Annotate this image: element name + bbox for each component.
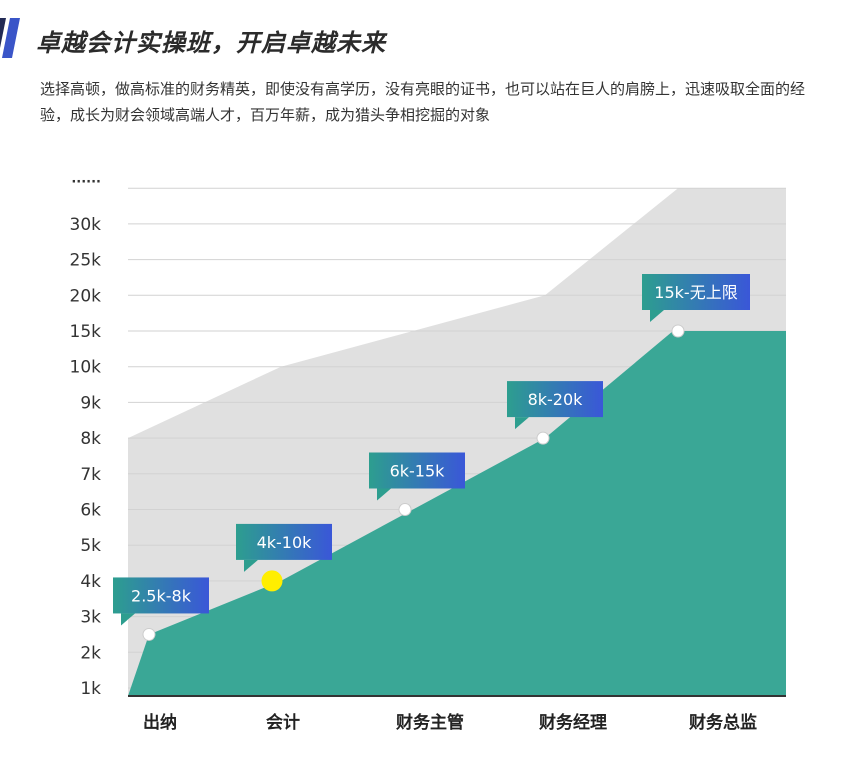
y-axis-ticks: 1k 2k 3k 4k 5k 6k 7k 8k 9k 10k 15k 20k 25k 30k ······ xyxy=(70,175,102,699)
x-category-label: 会计 xyxy=(266,712,300,733)
y-tick-label: 2k xyxy=(80,643,101,663)
y-tick-label: 4k xyxy=(80,572,101,592)
page-title: 卓越会计实操班，开启卓越未来 xyxy=(36,29,386,57)
data-point xyxy=(536,431,550,445)
y-tick-label: 20k xyxy=(70,286,102,306)
data-label-text: 4k-10k xyxy=(257,533,313,552)
y-tick-label: 6k xyxy=(80,501,101,521)
y-tick-label: 9k xyxy=(80,393,101,413)
data-labels-layer: 2.5k-8k 4k-10k 6k-15k 8k-20k 15k-无上限 xyxy=(113,274,750,626)
data-point xyxy=(398,503,412,516)
y-tick-label: 5k xyxy=(80,536,101,556)
data-label: 2.5k-8k xyxy=(113,577,209,626)
data-point xyxy=(142,627,156,641)
data-point xyxy=(261,570,283,592)
y-tick-label: 1k xyxy=(80,679,101,699)
data-point xyxy=(671,324,685,338)
x-category-label: 财务主管 xyxy=(395,712,464,733)
salary-area xyxy=(128,331,786,696)
x-category-label: 财务经理 xyxy=(538,712,607,733)
y-tick-label: 7k xyxy=(80,465,101,485)
data-label-pointer xyxy=(377,488,391,501)
data-points-layer xyxy=(142,324,685,641)
y-tick-label: ······ xyxy=(71,175,101,190)
x-axis-labels: 出纳 会计 财务主管 财务经理 财务总监 xyxy=(143,712,757,733)
data-label-text: 8k-20k xyxy=(528,390,584,409)
x-category-label: 出纳 xyxy=(143,712,177,733)
y-tick-label: 8k xyxy=(80,429,101,449)
page-description: 选择高顿，做高标准的财务精英，即使没有高学历，没有亮眼的证书，也可以站在巨人的肩… xyxy=(40,80,806,124)
data-label-text: 2.5k-8k xyxy=(131,586,192,605)
x-category-label: 财务总监 xyxy=(688,712,757,733)
data-label-text: 6k-15k xyxy=(390,462,446,481)
title-bar: 卓越会计实操班，开启卓越未来 xyxy=(0,18,852,62)
y-tick-label: 25k xyxy=(70,251,102,271)
data-label: 15k-无上限 xyxy=(642,274,750,322)
data-label-pointer xyxy=(650,310,664,322)
area-layer xyxy=(128,331,786,697)
data-label-text: 15k-无上限 xyxy=(654,283,737,302)
data-label-box xyxy=(236,523,332,560)
data-label: 4k-10k xyxy=(236,523,332,572)
data-label: 8k-20k xyxy=(507,381,603,430)
y-tick-label: 15k xyxy=(70,322,102,342)
y-tick-label: 30k xyxy=(70,215,102,235)
y-tick-label: 10k xyxy=(70,358,102,378)
title-accent-bar xyxy=(0,18,20,58)
data-label-pointer xyxy=(244,559,258,572)
data-label-pointer xyxy=(515,417,529,430)
data-label-box xyxy=(369,452,465,489)
data-label-box xyxy=(113,577,209,614)
data-label: 6k-15k xyxy=(369,452,465,501)
data-label-box xyxy=(507,381,603,418)
data-label-pointer xyxy=(121,613,135,626)
data-label-box xyxy=(642,274,750,310)
y-tick-label: 3k xyxy=(80,608,101,628)
